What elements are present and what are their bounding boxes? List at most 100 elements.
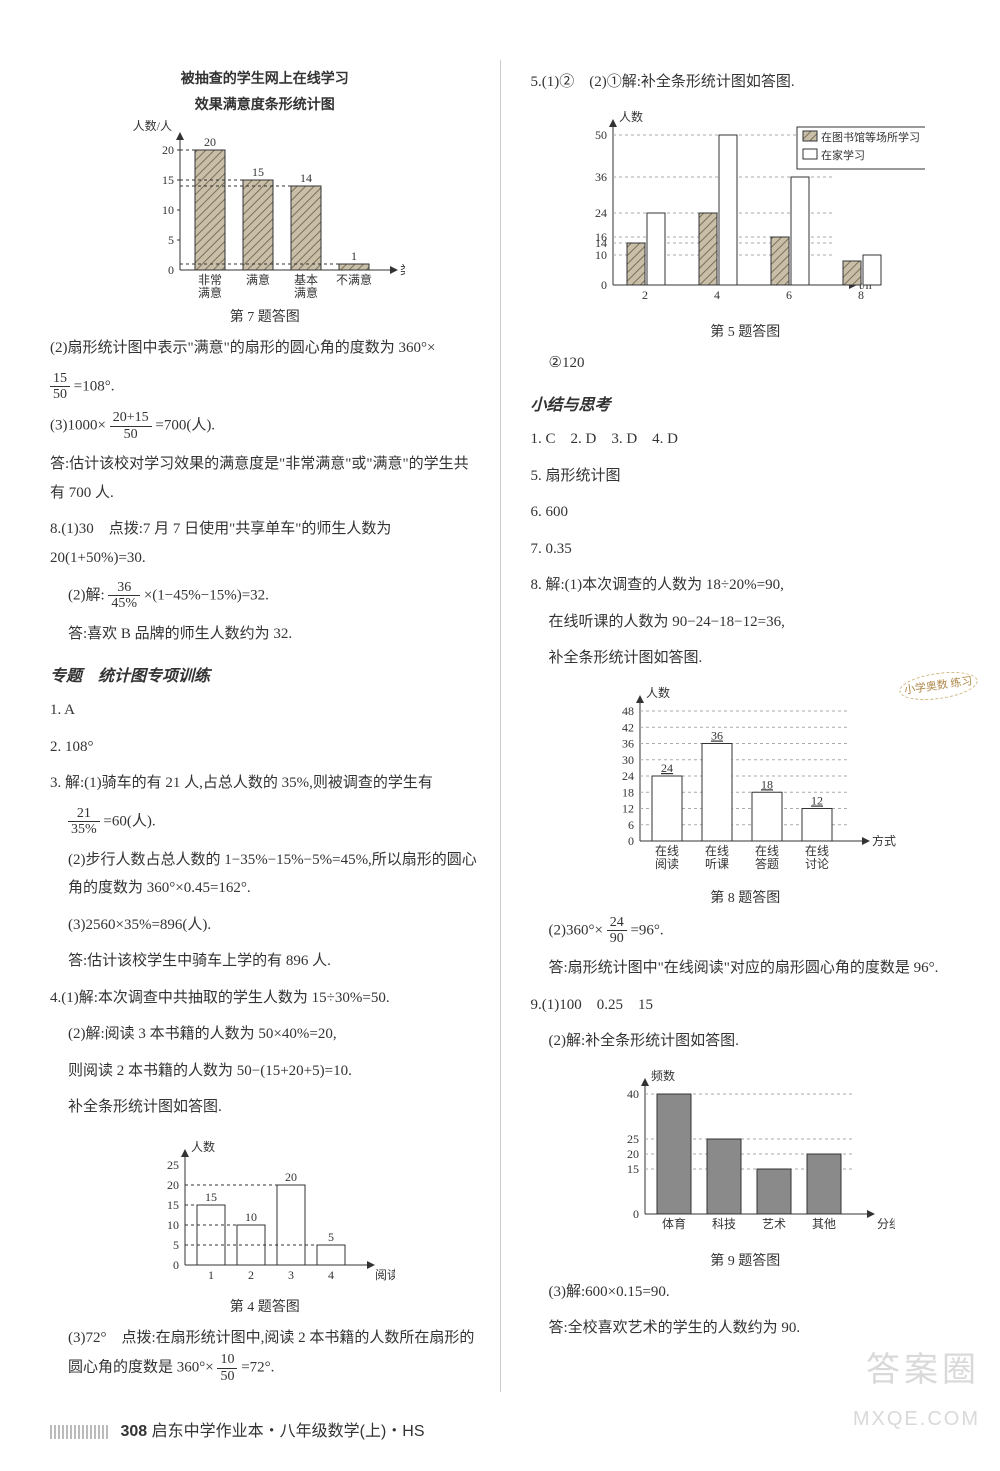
s1-3-frac: 2135% (68, 806, 100, 838)
svg-text:15: 15 (162, 173, 174, 187)
section-special: 专题 统计图专项训练 (50, 662, 480, 686)
svg-text:24: 24 (595, 206, 607, 220)
a9-4: 答:全校喜欢艺术的学生的人数约为 90. (531, 1314, 961, 1343)
svg-text:24: 24 (622, 769, 634, 783)
svg-text:在线阅读: 在线阅读 (655, 844, 679, 871)
s1-4-3: (3)72° 点拨:在扇形统计图中,阅读 2 本书籍的人数所在扇形的圆心角的度数… (50, 1324, 480, 1384)
svg-text:20: 20 (285, 1170, 297, 1184)
svg-text:20: 20 (167, 1178, 179, 1192)
chart-5: 人数t/h01014162436502468在图书馆等场所学习在家学习 第 5 … (531, 105, 961, 341)
a9-3: (3)解:600×0.15=90. (531, 1278, 961, 1307)
svg-text:5: 5 (173, 1238, 179, 1252)
svg-text:10: 10 (167, 1218, 179, 1232)
s1-4-2c: 补全条形统计图如答图. (50, 1093, 480, 1122)
svg-text:24: 24 (661, 761, 673, 775)
chart-7: 被抽查的学生网上在线学习 效果满意度条形统计图 人数/人类别5101520020… (50, 68, 480, 326)
s1-3-2: (2)步行人数占总人数的 1−35%−15%−5%=45%,所以扇形的圆心角的度… (50, 846, 480, 903)
svg-text:人数: 人数 (191, 1139, 215, 1154)
s1-2: 2. 108° (50, 733, 480, 762)
svg-text:人数: 人数 (619, 109, 643, 124)
svg-text:艺术: 艺术 (762, 1217, 786, 1231)
svg-text:12: 12 (622, 801, 634, 815)
sticker-icon: 小学奥数 练习 (898, 667, 980, 704)
q8-2-frac: 3645% (108, 580, 140, 612)
p2-frac: 1550 (50, 371, 70, 403)
a8-4-frac: 2490 (607, 915, 627, 947)
s1-4-1: 4.(1)解:本次调查中共抽取的学生人数为 15÷30%=50. (50, 984, 480, 1013)
svg-text:50: 50 (595, 128, 607, 142)
chart9-svg: 频数分组015202540体育科技艺术其他 (595, 1064, 895, 1244)
s1-3a: 3. 解:(1)骑车的有 21 人,占总人数的 35%,则被调查的学生有 (50, 769, 480, 798)
svg-text:20: 20 (627, 1147, 639, 1161)
svg-text:10: 10 (162, 203, 174, 217)
svg-text:42: 42 (622, 720, 634, 734)
a7: 7. 0.35 (531, 535, 961, 564)
a8-4b: =96°. (630, 922, 663, 938)
q5-head: 5.(1)② (2)①解:补全条形统计图如答图. (531, 68, 961, 97)
svg-text:非常满意: 非常满意 (198, 273, 222, 300)
chart8-svg: 人数方式061218243036424824在线阅读36在线听课18在线答题12… (585, 681, 905, 881)
watermark-cn: 答案圈 (866, 1342, 980, 1391)
svg-text:阅读量/本: 阅读量/本 (375, 1268, 395, 1282)
svg-text:10: 10 (245, 1210, 257, 1224)
p3a: (3)1000× (50, 418, 106, 434)
svg-text:20: 20 (204, 135, 216, 149)
svg-text:在线讨论: 在线讨论 (805, 844, 829, 871)
svg-text:不满意: 不满意 (336, 272, 372, 287)
svg-text:30: 30 (622, 752, 634, 766)
left-p2b: 1550 =108°. (50, 371, 480, 403)
svg-text:科技: 科技 (712, 1217, 736, 1231)
s1-4-3b: =72°. (241, 1359, 274, 1375)
a8-2: 在线听课的人数为 90−24−18−12=36, (531, 608, 961, 637)
s1-3b: =60(人). (103, 813, 155, 829)
a9-2: (2)解:补全条形统计图如答图. (531, 1027, 961, 1056)
a8-5: 答:扇形统计图中"在线阅读"对应的扇形圆心角的度数是 96°. (531, 954, 961, 983)
chart8-caption: 第 8 题答图 (531, 887, 961, 907)
svg-text:0: 0 (173, 1258, 179, 1272)
a5: 5. 扇形统计图 (531, 462, 961, 491)
p3b: =700(人). (155, 418, 215, 434)
left-p3: (3)1000× 20+1550 =700(人). (50, 410, 480, 442)
q5-2: ②120 (531, 349, 961, 378)
svg-text:2: 2 (248, 1268, 254, 1282)
chart-4: 人数阅读量/本051015202515110220354 第 4 题答图 (50, 1130, 480, 1316)
s1-4-2b: 则阅读 2 本书籍的人数为 50−(15+20+5)=10. (50, 1057, 480, 1086)
svg-text:在线听课: 在线听课 (705, 844, 729, 871)
svg-text:36: 36 (711, 728, 723, 742)
svg-text:5: 5 (168, 233, 174, 247)
q8-2: (2)解: 3645% ×(1−45%−15%)=32. (50, 580, 480, 612)
svg-text:其他: 其他 (812, 1217, 836, 1231)
page-footer: 308 启东中学作业本・八年级数学(上)・HS (50, 1417, 425, 1441)
q8-2b: ×(1−45%−15%)=32. (144, 587, 269, 603)
svg-text:14: 14 (300, 171, 312, 185)
svg-text:36: 36 (595, 170, 607, 184)
chart5-svg: 人数t/h01014162436502468在图书馆等场所学习在家学习 (565, 105, 925, 315)
svg-text:人数: 人数 (646, 685, 670, 700)
chart9-caption: 第 9 题答图 (531, 1250, 961, 1270)
svg-text:6: 6 (628, 817, 634, 831)
svg-text:40: 40 (627, 1087, 639, 1101)
a8-1: 8. 解:(1)本次调查的人数为 18÷20%=90, (531, 571, 961, 600)
svg-text:4: 4 (714, 288, 720, 302)
s1-4-3-frac: 1050 (217, 1352, 237, 1384)
left-p4: 答:估计该校对学习效果的满意度是"非常满意"或"满意"的学生共有 700 人. (50, 450, 480, 507)
svg-text:在家学习: 在家学习 (821, 148, 865, 162)
chart7-svg: 人数/人类别5101520020非常满意15满意14基本满意1不满意 (125, 120, 405, 300)
footer-text: 启东中学作业本・八年级数学(上)・HS (152, 1423, 425, 1440)
footer-stripes-icon (50, 1425, 110, 1439)
svg-text:5: 5 (328, 1230, 334, 1244)
q8-1: 8.(1)30 点拨:7 月 7 日使用"共享单车"的师生人数为 20(1+50… (50, 515, 480, 572)
svg-text:0: 0 (601, 278, 607, 292)
svg-text:人数/人: 人数/人 (132, 120, 171, 133)
svg-text:体育: 体育 (662, 1216, 686, 1231)
a8-4a: (2)360°× (549, 922, 603, 938)
s1-3-3: (3)2560×35%=896(人). (50, 911, 480, 940)
svg-text:1: 1 (351, 249, 357, 263)
svg-text:12: 12 (811, 793, 823, 807)
svg-text:36: 36 (622, 736, 634, 750)
chart7-caption: 第 7 题答图 (50, 306, 480, 326)
s1-4-2a: (2)解:阅读 3 本书籍的人数为 50×40%=20, (50, 1020, 480, 1049)
s1-1: 1. A (50, 696, 480, 725)
svg-text:15: 15 (205, 1190, 217, 1204)
s1-3frac: 2135% =60(人). (50, 806, 480, 838)
